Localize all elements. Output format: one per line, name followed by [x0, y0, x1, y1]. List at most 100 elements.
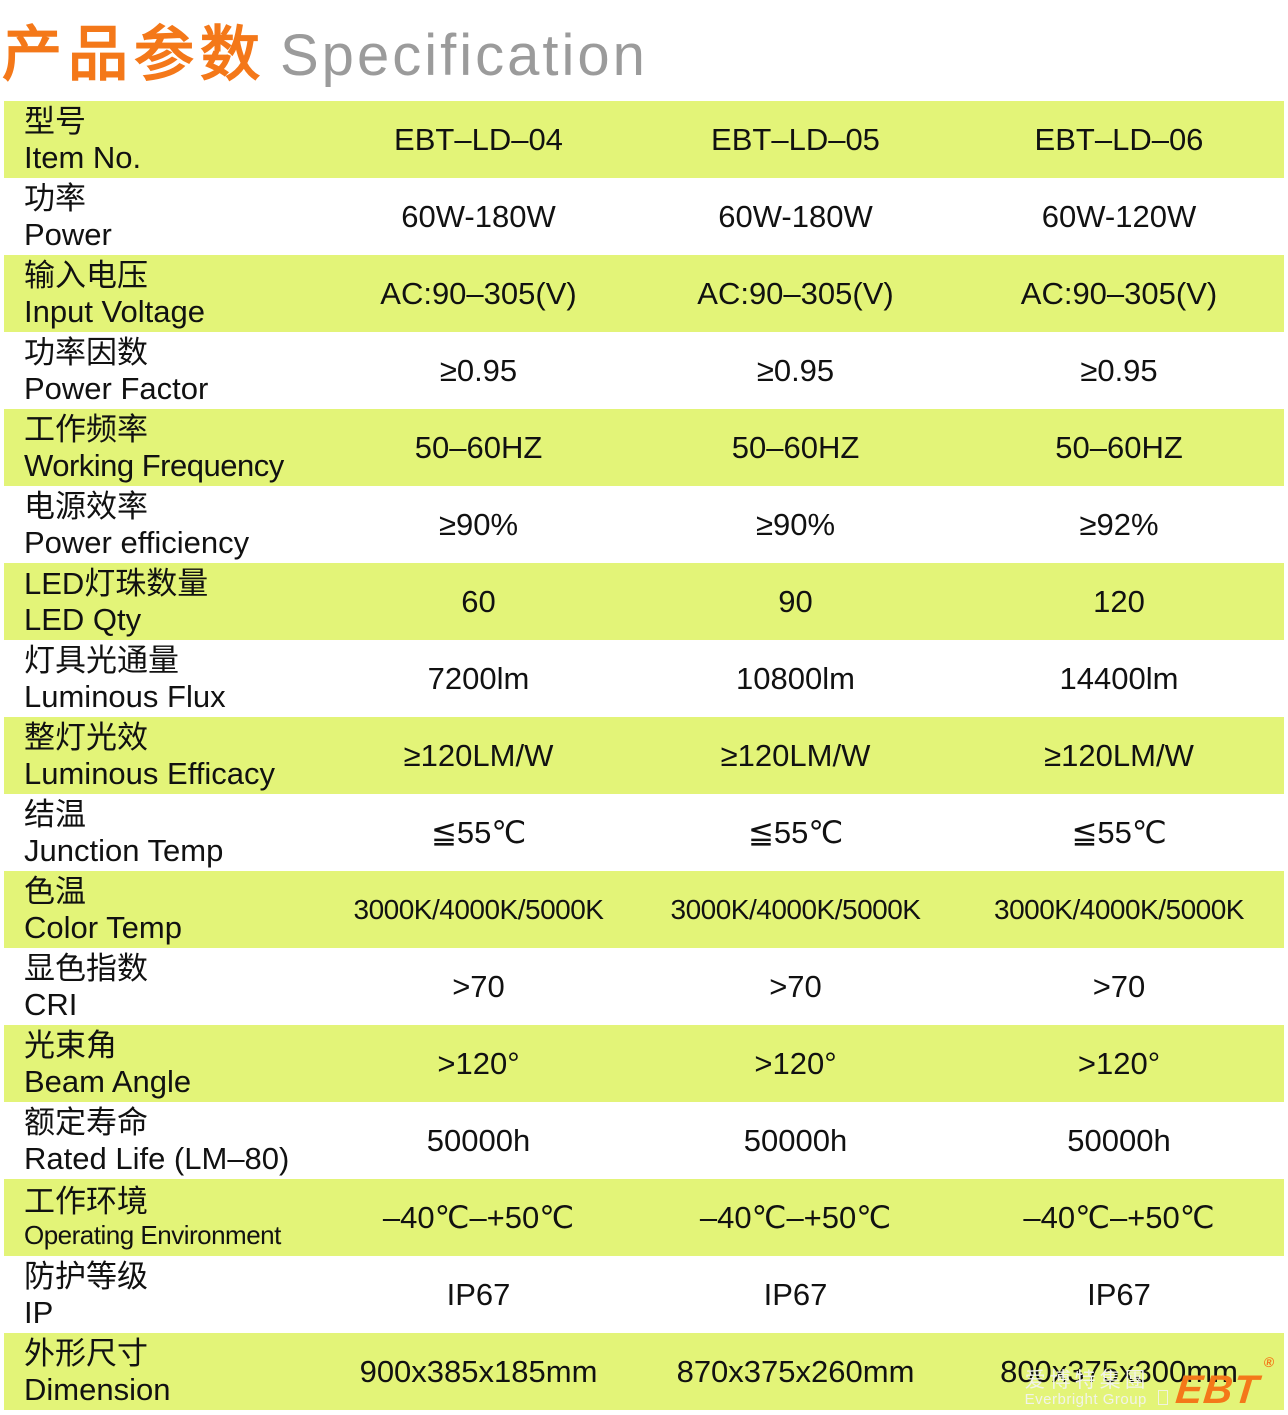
page-title-en: Specification	[280, 23, 648, 88]
row-label-en: Power Factor	[24, 370, 209, 406]
row-value-col2: ≥90%	[755, 506, 836, 542]
table-row: 光束角 Beam Angle >120° >120° >120°	[4, 1025, 1284, 1102]
row-value-col3: AC:90–305(V)	[1020, 275, 1218, 311]
row-label-zh: LED灯珠数量	[24, 565, 209, 601]
row-value-col1: ≥0.95	[439, 352, 518, 388]
page-title-zh: 产品参数	[2, 21, 266, 88]
row-value-col2: >120°	[754, 1045, 837, 1081]
row-label-en: Luminous Flux	[24, 678, 226, 714]
table-row: 防护等级 IP IP67 IP67 IP67	[4, 1256, 1284, 1333]
row-value-col2: –40℃–+50℃	[699, 1199, 892, 1235]
row-value-col3: ≥92%	[1079, 506, 1159, 542]
page-header: 产品参数 Specification	[0, 0, 1288, 101]
row-label-en: Working Frequency	[24, 447, 284, 483]
row-label: 灯具光通量 Luminous Flux	[4, 643, 320, 715]
table-row: 功率因数 Power Factor ≥0.95 ≥0.95 ≥0.95	[4, 332, 1284, 409]
table-row: 型号 Item No. EBT–LD–04 EBT–LD–05 EBT–LD–0…	[4, 101, 1284, 178]
row-label-en: Color Temp	[24, 909, 182, 945]
row-label: 电源效率 Power efficiency	[4, 489, 320, 561]
row-label-zh: 型号	[24, 103, 86, 139]
row-label-zh: 光束角	[24, 1027, 117, 1063]
row-value-col3: 14400lm	[1059, 660, 1179, 696]
row-value-col3: ≥0.95	[1080, 352, 1158, 388]
row-value-col2: EBT–LD–05	[711, 121, 880, 157]
row-label-en: Operating Environment	[24, 1220, 281, 1251]
row-value-col1: 900x385x185mm	[359, 1353, 598, 1389]
row-label-zh: 电源效率	[24, 488, 148, 524]
row-value-col3: 120	[1093, 583, 1145, 619]
row-value-col2: 50000h	[743, 1122, 848, 1158]
row-label-en: Rated Life (LM–80)	[24, 1140, 290, 1176]
table-row: 整灯光效 Luminous Efficacy ≥120LM/W ≥120LM/W…	[4, 717, 1284, 794]
spec-table: 型号 Item No. EBT–LD–04 EBT–LD–05 EBT–LD–0…	[4, 101, 1284, 1412]
row-value-col1: 50000h	[426, 1122, 531, 1158]
row-label: 结温 Junction Temp	[4, 797, 320, 869]
row-value-col3: EBT–LD–06	[1034, 121, 1204, 157]
row-label: 输入电压 Input Voltage	[4, 258, 320, 330]
row-label: 外形尺寸 Dimension	[4, 1336, 320, 1408]
row-label-zh: 额定寿命	[24, 1104, 148, 1140]
row-value-col1: 60W-180W	[401, 198, 556, 234]
row-value-col1: 7200lm	[427, 660, 530, 696]
row-label: 额定寿命 Rated Life (LM–80)	[4, 1105, 320, 1177]
row-label-zh: 灯具光通量	[24, 642, 179, 678]
row-value-col1: 60	[461, 583, 496, 619]
row-label-en: IP	[24, 1294, 54, 1330]
row-value-col3: ≥120LM/W	[1044, 737, 1194, 773]
row-label: 光束角 Beam Angle	[4, 1028, 320, 1100]
row-label-zh: 工作频率	[24, 411, 148, 447]
row-value-col1: EBT–LD–04	[394, 121, 563, 157]
table-row: 工作环境 Operating Environment –40℃–+50℃ –40…	[4, 1179, 1284, 1256]
row-label: 整灯光效 Luminous Efficacy	[4, 720, 320, 792]
row-label-zh: 输入电压	[24, 257, 148, 293]
row-value-col2: ≥0.95	[756, 352, 835, 388]
row-value-col1: AC:90–305(V)	[380, 275, 577, 311]
row-value-col2: 3000K/4000K/5000K	[670, 893, 921, 925]
row-value-col2: >70	[769, 968, 822, 1004]
row-value-col1: 50–60HZ	[414, 429, 543, 465]
row-value-col1: –40℃–+50℃	[382, 1199, 575, 1235]
row-label-en: Luminous Efficacy	[24, 755, 275, 791]
row-value-col3: 50–60HZ	[1055, 429, 1183, 465]
row-label: 防护等级 IP	[4, 1259, 320, 1331]
row-label-en: Dimension	[24, 1371, 171, 1407]
row-value-col2: 50–60HZ	[731, 429, 860, 465]
row-label-zh: 工作环境	[24, 1184, 148, 1220]
row-label: 色温 Color Temp	[4, 874, 320, 946]
row-value-col2: AC:90–305(V)	[697, 275, 894, 311]
row-value-col2: 60W-180W	[718, 198, 873, 234]
table-row: 额定寿命 Rated Life (LM–80) 50000h 50000h 50…	[4, 1102, 1284, 1179]
row-value-col1: ≥90%	[438, 506, 519, 542]
row-value-col2: 870x375x260mm	[676, 1353, 915, 1389]
table-row: 外形尺寸 Dimension 900x385x185mm 870x375x260…	[4, 1333, 1284, 1410]
row-label-en: CRI	[24, 986, 78, 1022]
row-label-en: Beam Angle	[24, 1063, 192, 1099]
row-label-en: Item No.	[24, 139, 142, 175]
row-value-col1: >120°	[437, 1045, 520, 1081]
table-row: 灯具光通量 Luminous Flux 7200lm 10800lm 14400…	[4, 640, 1284, 717]
row-label: 工作频率 Working Frequency	[4, 412, 320, 484]
table-row: 工作频率 Working Frequency 50–60HZ 50–60HZ 5…	[4, 409, 1284, 486]
row-label-zh: 防护等级	[24, 1258, 148, 1294]
row-value-col2: ≦55℃	[747, 814, 844, 850]
row-label-en: LED Qty	[24, 601, 142, 637]
row-label-zh: 色温	[24, 873, 86, 909]
row-label: 型号 Item No.	[4, 104, 320, 176]
row-value-col1: 3000K/4000K/5000K	[353, 893, 604, 925]
row-label-zh: 整灯光效	[24, 719, 148, 755]
row-label-zh: 功率因数	[24, 334, 148, 370]
row-value-col2: 90	[778, 583, 813, 619]
row-value-col3: ≦55℃	[1071, 814, 1167, 850]
row-value-col3: 3000K/4000K/5000K	[994, 893, 1244, 925]
row-value-col3: >120°	[1077, 1045, 1161, 1081]
row-label-zh: 结温	[24, 796, 86, 832]
row-label-en: Input Voltage	[24, 293, 205, 329]
row-value-col3: >70	[1092, 968, 1146, 1004]
row-value-col3: 60W-120W	[1041, 198, 1197, 234]
table-row: 电源效率 Power efficiency ≥90% ≥90% ≥92%	[4, 486, 1284, 563]
row-value-col2: ≥120LM/W	[720, 737, 871, 773]
row-value-col1: >70	[452, 968, 505, 1004]
row-label-en: Power	[24, 216, 112, 252]
row-value-col3: IP67	[1087, 1276, 1151, 1312]
table-row: 功率 Power 60W-180W 60W-180W 60W-120W	[4, 178, 1284, 255]
